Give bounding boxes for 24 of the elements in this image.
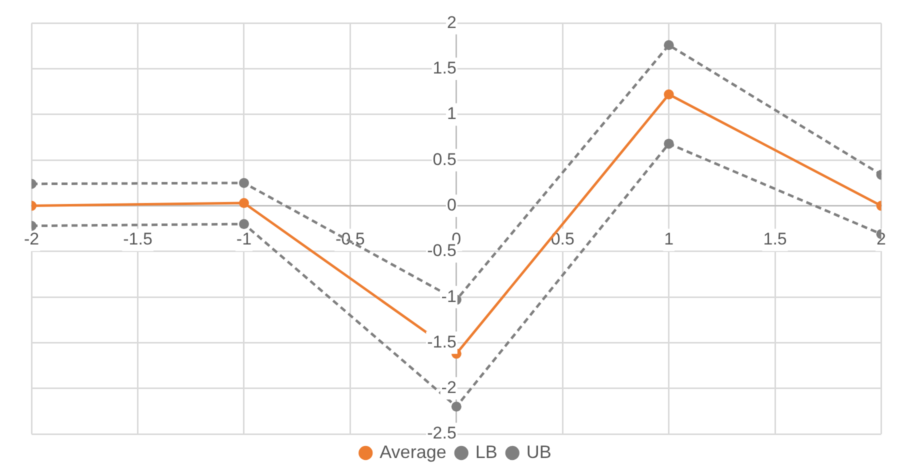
y-tick-label: 1 bbox=[446, 104, 456, 124]
y-tick-label: 0.5 bbox=[432, 150, 456, 169]
point bbox=[664, 89, 674, 100]
point bbox=[238, 198, 249, 208]
x-tick-label: -1.5 bbox=[123, 230, 152, 249]
point bbox=[664, 138, 674, 149]
legend-label: LB bbox=[475, 442, 498, 462]
legend-label: Average bbox=[380, 442, 446, 462]
x-tick-label: 1 bbox=[664, 230, 674, 249]
x-tick-label: -2 bbox=[24, 230, 40, 249]
legend-label: UB bbox=[526, 442, 552, 462]
y-tick-label: -1 bbox=[441, 286, 456, 306]
y-tick-label: 1.5 bbox=[432, 58, 456, 78]
y-tick-label: -1.5 bbox=[427, 332, 456, 352]
y-tick-label: -2 bbox=[441, 378, 456, 398]
point bbox=[238, 219, 249, 230]
point bbox=[451, 402, 462, 412]
y-tick-label: 0 bbox=[446, 195, 456, 214]
point bbox=[664, 40, 674, 50]
y-tick-label: -2.5 bbox=[427, 424, 456, 443]
x-tick-label: -1 bbox=[236, 230, 252, 249]
point bbox=[238, 178, 249, 188]
y-tick-label: 2 bbox=[446, 12, 456, 32]
x-tick-label: 1.5 bbox=[763, 230, 787, 249]
